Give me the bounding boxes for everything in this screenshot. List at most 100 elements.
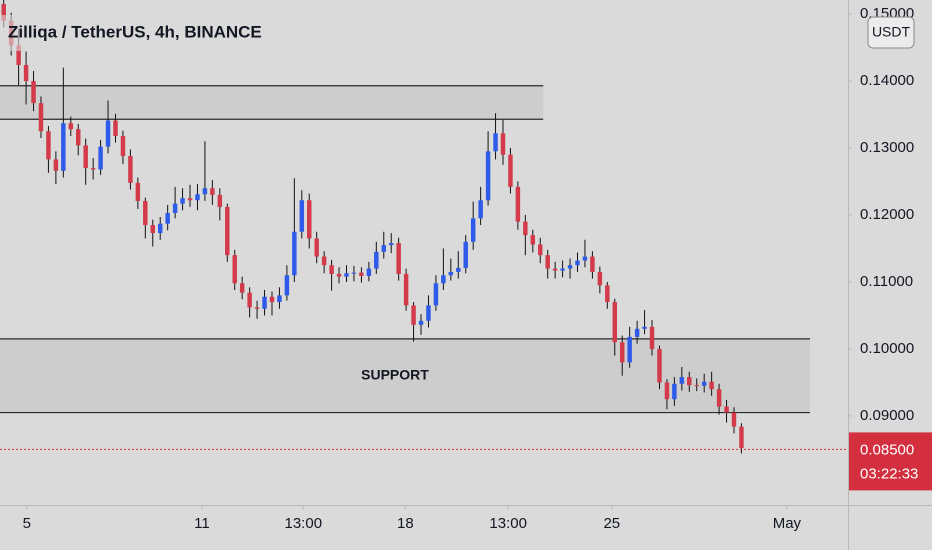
candle-body (418, 320, 424, 325)
candle-body (575, 260, 580, 266)
candle-body (165, 212, 170, 224)
last-price-label: 0.08500 (860, 441, 914, 458)
candle-body (321, 256, 327, 266)
candle-body (83, 145, 88, 169)
x-tick-label: 11 (194, 515, 210, 532)
candle-body (493, 133, 498, 152)
candle-body (672, 383, 677, 400)
candle-body (202, 188, 208, 195)
candle-body (143, 200, 148, 226)
candle-body (314, 238, 319, 257)
candle-body (232, 255, 237, 284)
candle-body (68, 123, 74, 130)
candle-body (605, 285, 610, 303)
candle-body (195, 194, 200, 201)
candle-body (731, 412, 737, 427)
candle-body (411, 305, 416, 325)
candle-body (98, 146, 103, 170)
candle-body (515, 186, 521, 222)
candle-body (299, 200, 305, 232)
candle-body (254, 307, 260, 309)
candle-body (105, 120, 111, 147)
candle-body (366, 268, 372, 276)
candle-body (463, 241, 468, 268)
candle-body (433, 283, 439, 306)
candle-body (739, 426, 744, 449)
candle-body (694, 385, 699, 387)
zone (0, 338, 810, 413)
candle-body (53, 159, 59, 171)
y-tick-label: 0.12000 (860, 206, 914, 223)
candle-body (61, 123, 66, 171)
candle-body (649, 326, 655, 349)
candle-body (217, 194, 223, 207)
candle-body (344, 273, 349, 277)
candle-body (597, 271, 603, 286)
candle-body (619, 342, 625, 363)
candle-body (388, 243, 394, 246)
candle-body (31, 81, 36, 104)
candle-body (336, 273, 342, 277)
candle-body (701, 381, 707, 386)
candle-body (560, 268, 565, 271)
candle-body (664, 382, 670, 400)
y-tick-label: 0.09000 (860, 407, 914, 424)
candle-body (23, 64, 29, 82)
candle-body (172, 203, 178, 213)
candle-body (277, 295, 282, 303)
candle-body (374, 251, 379, 269)
candle-body (485, 151, 491, 201)
currency-label[interactable]: USDT (872, 24, 911, 40)
candle-body (120, 135, 126, 157)
candle-body (284, 275, 290, 296)
candle-body (262, 296, 267, 309)
candle-body (642, 326, 647, 329)
candle-body (128, 156, 133, 183)
candle-body (359, 272, 364, 276)
candle-body (523, 221, 528, 236)
x-tick-label: 5 (23, 515, 31, 532)
candle-body (157, 223, 163, 234)
zone-label: SUPPORT (361, 366, 429, 382)
candle-body (500, 133, 506, 155)
candle-body (1, 4, 6, 21)
candle-body (456, 267, 461, 272)
candle-body (239, 283, 245, 293)
candle-body (590, 256, 595, 272)
candle-body (724, 406, 729, 413)
candle-body (403, 273, 409, 306)
candle-body (187, 198, 193, 201)
x-tick-label: 18 (397, 515, 414, 532)
title-backdrop (0, 15, 250, 51)
candle-body (269, 296, 275, 303)
candle-body (508, 154, 513, 187)
candle-body (426, 305, 431, 321)
candle-body (545, 255, 550, 269)
x-tick-label: 13:00 (285, 515, 323, 532)
candle-body (46, 131, 51, 160)
candle-body (582, 256, 588, 261)
candle-body (225, 206, 230, 256)
currency-button[interactable] (867, 16, 915, 49)
candle-body (307, 200, 312, 239)
candle-body (135, 182, 141, 201)
candle-body (470, 218, 476, 242)
last-price-tag (849, 432, 932, 491)
candle-body (381, 245, 386, 252)
candle-body (634, 328, 640, 337)
candle-body (538, 244, 543, 256)
candle-body (180, 198, 185, 204)
candle-body (657, 348, 662, 383)
candle-body (16, 45, 21, 65)
candle-body (351, 272, 357, 274)
candle-body (150, 225, 155, 234)
countdown-label: 03:22:33 (860, 465, 918, 482)
candle-body (292, 231, 297, 276)
y-tick-label: 0.13000 (860, 139, 914, 156)
candle-body (38, 103, 44, 132)
candle-body (687, 377, 692, 386)
candle-body (76, 129, 81, 146)
y-tick-label: 0.11000 (860, 273, 913, 290)
